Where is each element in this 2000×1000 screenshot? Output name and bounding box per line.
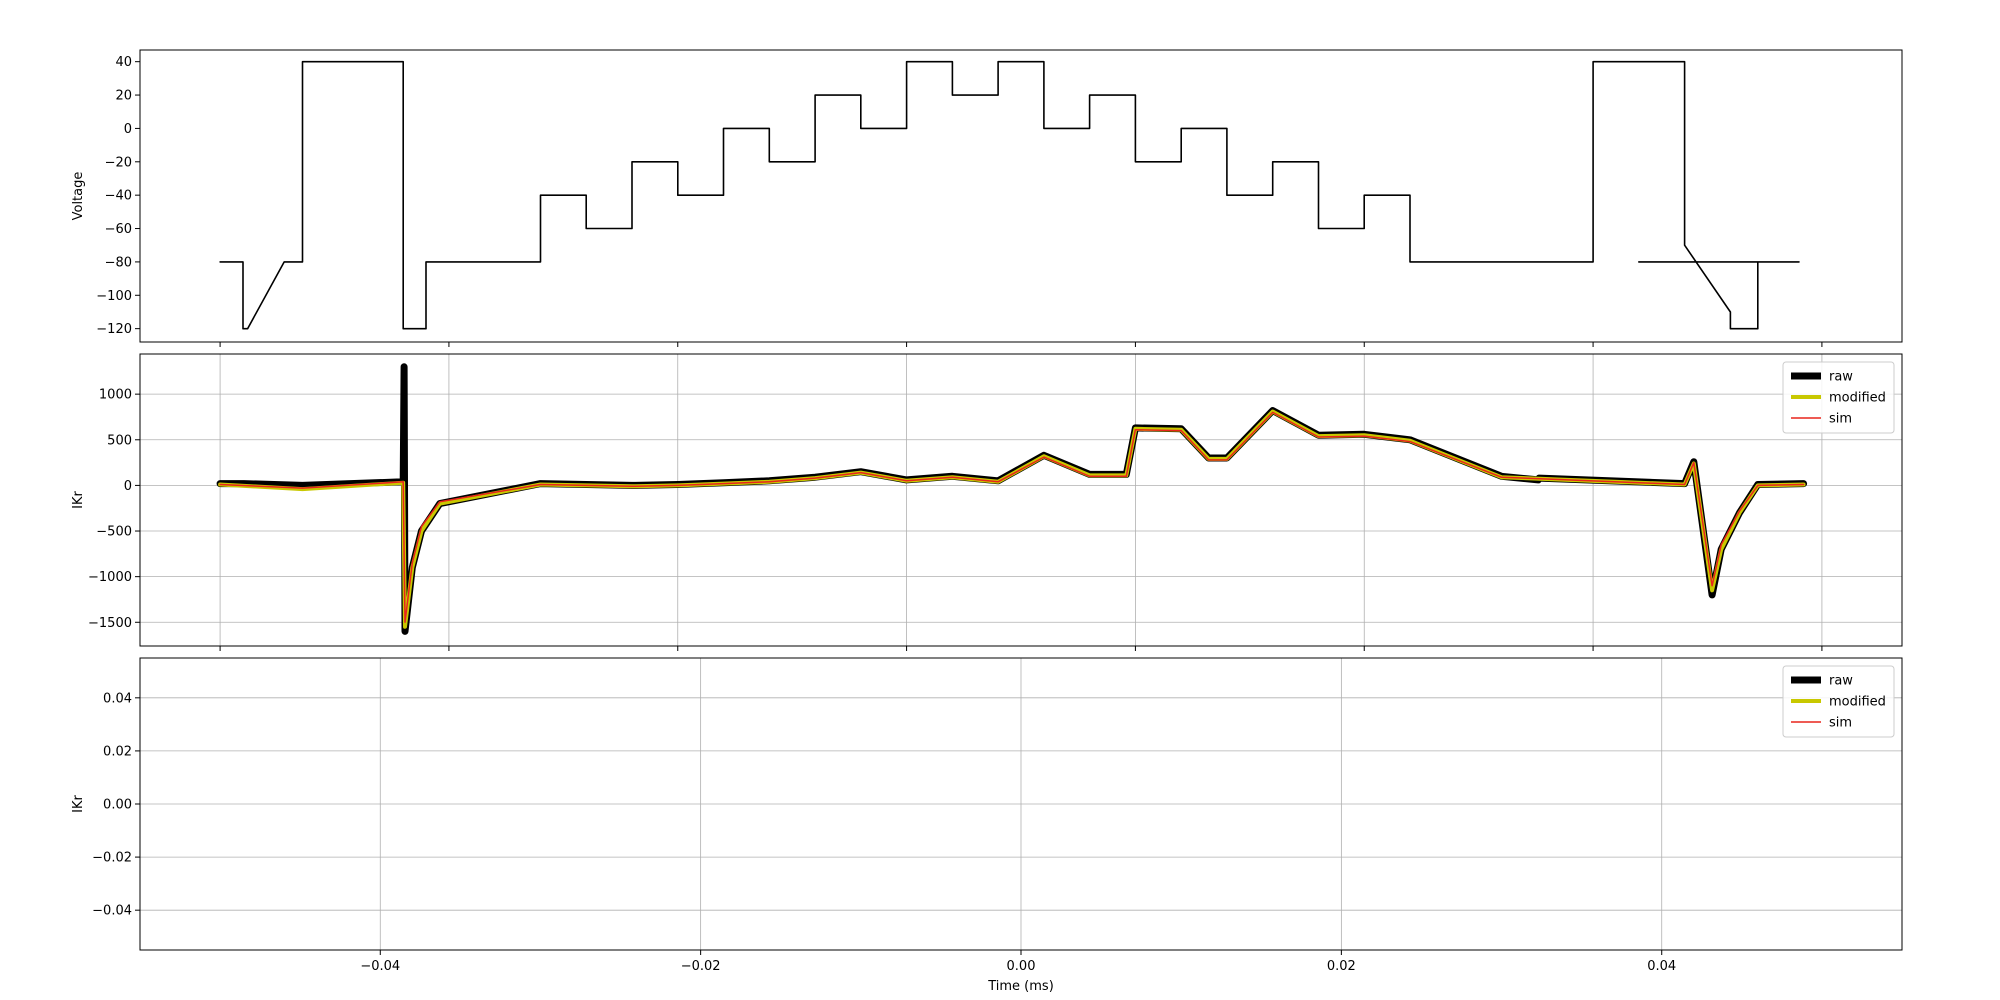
y-tick-label: −0.04 <box>92 904 132 919</box>
legend-label-raw: raw <box>1829 370 1853 385</box>
series-modified-line <box>218 409 1806 629</box>
y-axis-label: Voltage <box>71 172 86 221</box>
y-tick-label: −60 <box>105 222 132 237</box>
y-tick-label: 500 <box>107 433 132 448</box>
y-axis-label: IKr <box>71 795 86 813</box>
y-tick-label: −0.02 <box>92 851 132 866</box>
x-axis-label: Time (ms) <box>987 979 1054 994</box>
legend-label-sim: sim <box>1829 716 1852 731</box>
legend-label-raw: raw <box>1829 674 1853 689</box>
y-tick-label: −1000 <box>88 570 132 585</box>
axes-frame <box>139 353 1903 647</box>
legend: raw modified sim <box>1782 665 1895 738</box>
legend-label-modified: modified <box>1829 391 1886 406</box>
series-voltage-line <box>219 60 1800 330</box>
x-tick-label: −0.02 <box>681 959 721 974</box>
axes-frame <box>139 49 1903 343</box>
y-tick-label: 1000 <box>99 388 132 403</box>
y-tick-label: 20 <box>115 89 132 104</box>
y-tick-label: 0.02 <box>103 744 132 759</box>
y-tick-label: −500 <box>96 525 132 540</box>
series-sim-line <box>219 411 1805 624</box>
y-tick-label: 40 <box>115 55 132 70</box>
panel-1: 40 20 0 −20 −40 −60 −80 −100 −120 Voltage <box>71 49 1903 347</box>
x-tick-label: 0.00 <box>1007 959 1036 974</box>
x-tick-label: 0.02 <box>1327 959 1356 974</box>
y-tick-label: 0.00 <box>103 798 132 813</box>
legend-label-sim: sim <box>1829 412 1852 427</box>
y-tick-label: 0 <box>124 122 132 137</box>
legend-box <box>1782 665 1895 738</box>
panel-3: −0.04 −0.02 0.00 0.02 0.04 0.04 0.02 0.00 −0.02 −… <box>71 657 1903 994</box>
axes-frame <box>139 657 1903 951</box>
y-axis-label: IKr <box>71 491 86 509</box>
x-tick-label: 0.04 <box>1647 959 1676 974</box>
legend-label-modified: modified <box>1829 695 1886 710</box>
y-tick-label: −120 <box>96 322 132 337</box>
y-tick-label: −100 <box>96 289 132 304</box>
legend: raw modified sim <box>1782 361 1895 434</box>
legend-box <box>1782 361 1895 434</box>
y-tick-label: 0.04 <box>103 691 132 706</box>
panel-2: 1000 500 0 −500 −1000 −1500 IKr raw modified sim <box>71 353 1903 651</box>
y-tick-label: −20 <box>105 155 132 170</box>
y-tick-label: 0 <box>124 479 132 494</box>
y-tick-label: −1500 <box>88 616 132 631</box>
y-tick-label: −80 <box>105 255 132 270</box>
y-tick-label: −40 <box>105 189 132 204</box>
x-tick-label: −0.04 <box>360 959 400 974</box>
